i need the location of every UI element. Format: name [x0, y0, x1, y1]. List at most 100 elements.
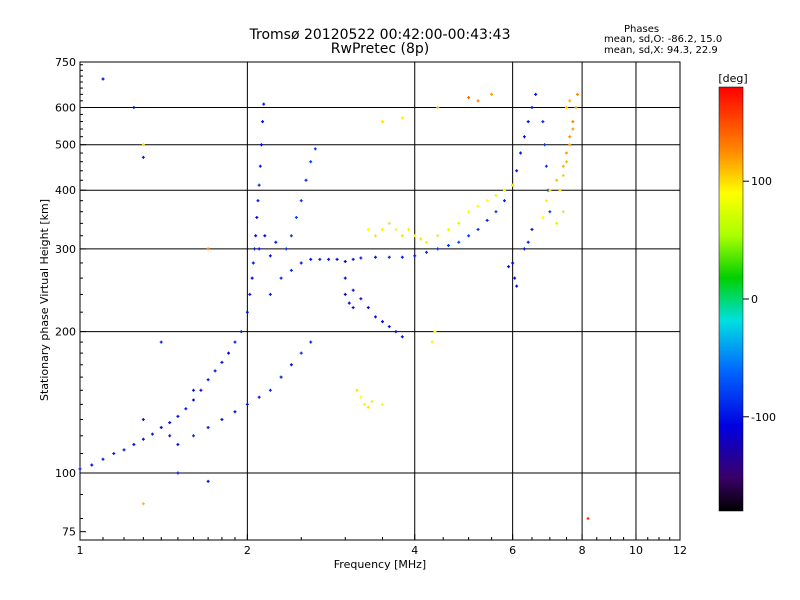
data-point: [318, 257, 322, 261]
x-tick-label: 12: [673, 544, 687, 557]
data-point: [565, 160, 569, 164]
colorbar-tick-label: 0: [751, 293, 758, 306]
data-point: [419, 237, 423, 241]
data-point: [555, 178, 559, 182]
data-point: [343, 276, 347, 280]
data-point: [279, 375, 283, 379]
data-point: [515, 169, 519, 173]
data-point: [436, 106, 440, 110]
data-point: [347, 301, 351, 305]
data-point: [253, 247, 257, 251]
data-point: [568, 135, 572, 139]
data-point: [309, 257, 313, 261]
data-point: [313, 147, 317, 151]
data-point: [555, 221, 559, 225]
data-point: [370, 399, 374, 403]
data-point: [561, 210, 565, 214]
y-tick-label: 300: [55, 243, 76, 256]
data-point: [400, 234, 404, 238]
data-point: [446, 227, 450, 231]
data-point: [206, 425, 210, 429]
data-point: [299, 261, 303, 265]
chart-title: Tromsø 20120522 00:42:00-00:43:43: [249, 27, 511, 43]
data-point: [467, 234, 471, 238]
data-point: [511, 183, 515, 187]
data-point: [268, 292, 272, 296]
data-point: [257, 183, 261, 187]
data-point: [176, 442, 180, 446]
data-point: [490, 92, 494, 96]
data-point: [274, 240, 278, 244]
data-point: [565, 106, 569, 110]
data-point: [485, 199, 489, 203]
data-point: [568, 99, 572, 103]
data-point: [159, 425, 163, 429]
data-point: [206, 479, 210, 483]
colorbar-tick-label: 100: [751, 175, 772, 188]
data-point: [513, 276, 517, 280]
data-point: [261, 120, 265, 124]
colorbar-gradient: [718, 86, 744, 512]
data-point: [558, 188, 562, 192]
data-point: [366, 227, 370, 231]
data-point: [132, 442, 136, 446]
data-point: [289, 268, 293, 272]
data-point: [373, 234, 377, 238]
data-point: [433, 330, 437, 334]
colorbar-unit: [deg]: [718, 72, 747, 85]
data-point: [387, 221, 391, 225]
x-ticks: 1 2 4 6 8 10 12: [77, 534, 687, 557]
y-axis-label: Stationary phase Virtual Height [km]: [38, 199, 51, 401]
data-point: [245, 310, 249, 314]
data-point: [541, 215, 545, 219]
data-point: [387, 325, 391, 329]
grid-lines: [80, 62, 680, 540]
y-ticks: 75 100 200 300 400 500 600 750: [55, 56, 86, 539]
data-point: [586, 517, 590, 521]
data-point: [176, 471, 180, 475]
x-tick-label: 1: [77, 544, 84, 557]
data-point: [191, 388, 195, 392]
data-point: [373, 315, 377, 319]
data-point: [400, 335, 404, 339]
data-point: [425, 240, 429, 244]
data-point: [530, 106, 534, 110]
data-point: [268, 388, 272, 392]
phases-label: Phases: [624, 24, 660, 35]
data-point: [327, 257, 331, 261]
data-point: [502, 199, 506, 203]
data-point: [220, 360, 224, 364]
data-point: [543, 143, 547, 147]
data-point: [304, 178, 308, 182]
data-point: [101, 457, 105, 461]
data-point: [78, 467, 82, 471]
data-point: [571, 120, 575, 124]
y-tick-label: 400: [55, 184, 76, 197]
colorbar-ticks: 100 0 -100: [743, 175, 776, 424]
data-point: [526, 240, 530, 244]
data-point: [380, 320, 384, 324]
data-point: [256, 199, 260, 203]
data-point: [351, 306, 355, 310]
data-point: [245, 402, 249, 406]
y-tick-label: 200: [55, 326, 76, 339]
y-tick-label: 75: [62, 526, 76, 539]
data-point: [141, 437, 145, 441]
data-point: [191, 398, 195, 402]
data-point: [289, 234, 293, 238]
data-point: [257, 395, 261, 399]
y-tick-label: 100: [55, 467, 76, 480]
data-point: [394, 227, 398, 231]
data-point: [544, 164, 548, 168]
data-point: [380, 120, 384, 124]
data-point: [574, 106, 578, 110]
data-point: [268, 254, 272, 258]
data-point: [400, 255, 404, 259]
data-points: [78, 77, 590, 521]
data-point: [436, 234, 440, 238]
data-point: [141, 417, 145, 421]
x-axis-label: Frequency [MHz]: [334, 558, 426, 571]
data-point: [257, 247, 261, 251]
data-point: [511, 261, 515, 265]
